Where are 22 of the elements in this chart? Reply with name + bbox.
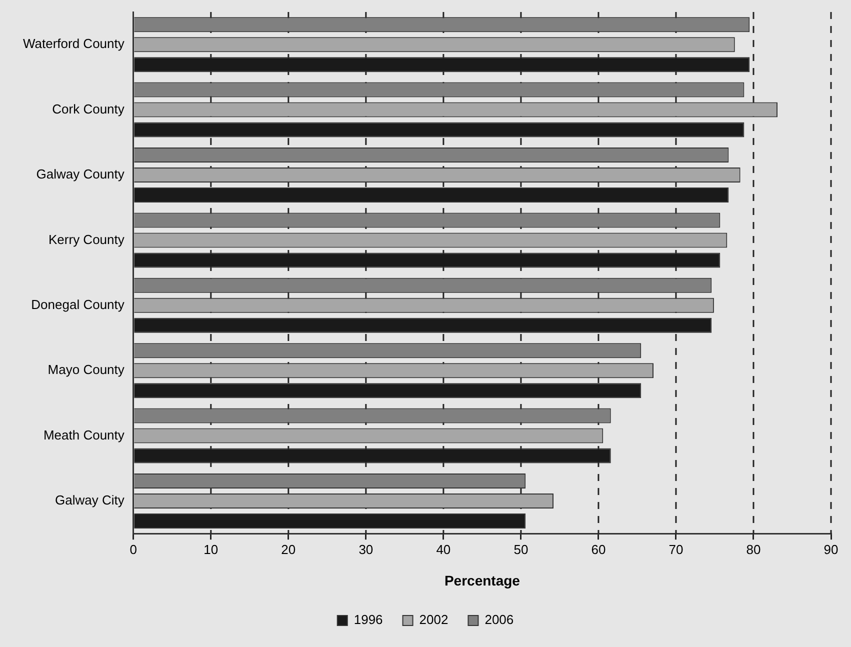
y-tick-label: Kerry County: [48, 232, 125, 247]
legend-label: 2006: [484, 612, 514, 628]
x-tick-label: 40: [436, 542, 451, 557]
x-tick-label: 30: [358, 542, 374, 557]
y-tick-label: Galway City: [55, 492, 125, 508]
x-tick-label: 50: [514, 542, 528, 557]
x-tick-label: 70: [668, 542, 684, 557]
y-tick-label: Galway County: [36, 166, 125, 182]
legend-label: 1996: [354, 612, 383, 628]
x-tick-label: 60: [591, 542, 606, 557]
x-tick-label: 20: [281, 542, 296, 557]
legend-label: 2002: [419, 612, 448, 628]
y-tick-label: Meath County: [43, 427, 125, 442]
x-tick-label: 0: [130, 542, 138, 557]
y-tick-label: Cork County: [52, 101, 125, 116]
x-tick-label: 80: [746, 542, 761, 557]
x-axis-title: Percentage: [444, 572, 520, 588]
y-tick-label: Mayo County: [48, 362, 125, 378]
x-tick-label: 90: [824, 542, 838, 557]
x-tick-label: 10: [204, 542, 218, 557]
y-tick-label: Waterford County: [22, 36, 125, 52]
y-tick-label: Donegal County: [31, 296, 125, 312]
